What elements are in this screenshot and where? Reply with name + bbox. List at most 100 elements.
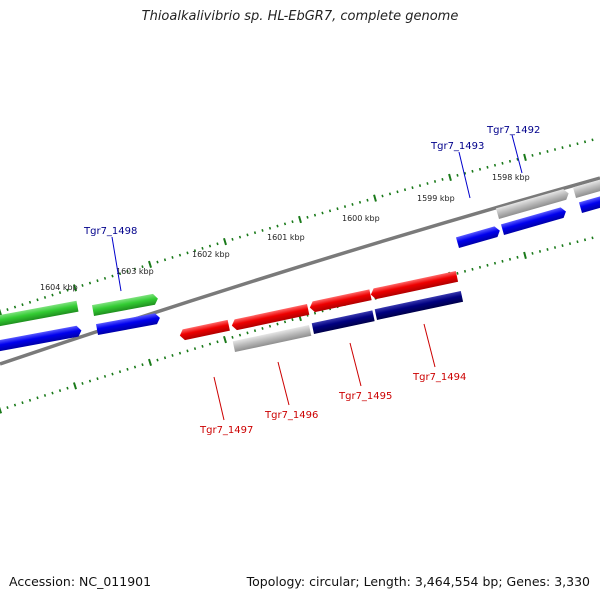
genome-title: Thioalkalivibrio sp. HL-EbGR7, complete … bbox=[141, 9, 459, 24]
gene-label-tgr7-1496[interactable]: Tgr7_1496 bbox=[264, 410, 318, 421]
minor-tick bbox=[103, 276, 107, 280]
feature-red-1495[interactable] bbox=[309, 289, 372, 313]
minor-tick bbox=[268, 226, 272, 230]
minor-tick bbox=[553, 246, 557, 249]
minor-tick bbox=[133, 365, 137, 369]
minor-tick bbox=[456, 173, 459, 177]
minor-tick bbox=[261, 327, 264, 330]
major-tick bbox=[0, 406, 3, 414]
minor-tick bbox=[118, 272, 122, 276]
gene-label-tgr7-1492[interactable]: Tgr7_1492 bbox=[486, 125, 540, 136]
minor-tick bbox=[156, 358, 159, 362]
minor-tick bbox=[156, 260, 159, 264]
gene-label-tgr7-1498[interactable]: Tgr7_1498 bbox=[83, 226, 137, 237]
major-tick bbox=[298, 215, 302, 224]
feature-grey-3[interactable] bbox=[232, 325, 312, 352]
minor-tick bbox=[516, 255, 519, 259]
minor-tick bbox=[216, 340, 219, 344]
minor-tick bbox=[568, 144, 572, 148]
minor-tick bbox=[538, 152, 542, 155]
minor-tick bbox=[576, 240, 579, 244]
minor-tick bbox=[201, 344, 204, 348]
gene-label-tgr7-1495[interactable]: Tgr7_1495 bbox=[338, 391, 392, 402]
minor-tick bbox=[88, 379, 92, 383]
minor-tick bbox=[43, 295, 47, 299]
minor-tick bbox=[28, 398, 32, 402]
major-tick bbox=[148, 260, 152, 269]
major-tick bbox=[223, 237, 227, 246]
minor-tick bbox=[111, 274, 114, 278]
feature-blue-2[interactable] bbox=[95, 313, 161, 335]
minor-tick bbox=[351, 203, 354, 206]
minor-tick bbox=[321, 211, 324, 215]
minor-tick bbox=[501, 259, 504, 263]
minor-tick bbox=[216, 242, 219, 246]
minor-tick bbox=[58, 291, 62, 295]
minor-tick bbox=[493, 261, 497, 265]
minor-tick bbox=[358, 200, 362, 204]
minor-tick bbox=[433, 180, 437, 183]
minor-tick bbox=[66, 288, 69, 292]
feature-blue-4[interactable] bbox=[500, 206, 567, 235]
feature-green-2[interactable] bbox=[91, 293, 159, 316]
feature-red-1494[interactable] bbox=[370, 270, 459, 300]
minor-tick bbox=[531, 153, 534, 157]
minor-tick bbox=[313, 311, 317, 315]
minor-tick bbox=[193, 347, 197, 351]
minor-tick bbox=[6, 308, 9, 311]
minor-tick bbox=[246, 233, 249, 237]
feature-blue-3[interactable] bbox=[455, 225, 501, 248]
minor-tick bbox=[471, 169, 474, 173]
feature-grey-2[interactable] bbox=[572, 176, 600, 198]
minor-tick bbox=[366, 198, 369, 202]
minor-tick bbox=[141, 363, 144, 367]
minor-tick bbox=[478, 265, 482, 269]
minor-tick bbox=[336, 207, 339, 211]
leader-line bbox=[458, 151, 471, 199]
gene-label-tgr7-1494[interactable]: Tgr7_1494 bbox=[412, 372, 466, 383]
feature-blue-1[interactable] bbox=[0, 325, 82, 353]
feature-grey-1[interactable] bbox=[495, 188, 570, 219]
minor-tick bbox=[208, 342, 212, 346]
minor-tick bbox=[66, 386, 69, 390]
gene-label-tgr7-1497[interactable]: Tgr7_1497 bbox=[199, 425, 253, 436]
minor-tick bbox=[486, 263, 489, 267]
ruler-label: 1598 kbp bbox=[492, 173, 530, 182]
ruler-label: 1602 kbp bbox=[192, 250, 230, 259]
minor-tick bbox=[276, 224, 279, 228]
major-tick bbox=[373, 194, 377, 202]
minor-tick bbox=[231, 335, 234, 339]
minor-tick bbox=[403, 188, 407, 192]
minor-tick bbox=[306, 215, 309, 219]
minor-tick bbox=[486, 165, 489, 169]
inner-tick-ruler bbox=[0, 236, 594, 414]
minor-tick bbox=[591, 236, 594, 240]
minor-tick bbox=[463, 171, 467, 175]
minor-tick bbox=[561, 146, 564, 149]
minor-tick bbox=[516, 157, 519, 161]
minor-tick bbox=[411, 186, 414, 190]
feature-navy-2[interactable] bbox=[374, 290, 464, 320]
feature-red-1496[interactable] bbox=[231, 304, 310, 331]
minor-tick bbox=[546, 150, 549, 153]
major-tick bbox=[72, 284, 78, 292]
minor-tick bbox=[568, 242, 572, 246]
feature-navy-1[interactable] bbox=[311, 310, 375, 334]
gene-label-tgr7-1493[interactable]: Tgr7_1493 bbox=[430, 141, 484, 152]
minor-tick bbox=[553, 148, 557, 151]
feature-blue-5[interactable] bbox=[578, 194, 600, 213]
minor-tick bbox=[343, 205, 347, 208]
minor-tick bbox=[238, 333, 242, 337]
minor-tick bbox=[186, 349, 189, 353]
minor-tick bbox=[276, 322, 279, 326]
major-tick bbox=[72, 382, 78, 390]
feature-red-1497[interactable] bbox=[179, 319, 230, 341]
ruler-label: 1603 kbp bbox=[116, 267, 154, 276]
genome-info-label: Topology: circular; Length: 3,464,554 bp… bbox=[246, 574, 590, 589]
minor-tick bbox=[463, 269, 467, 273]
minor-tick bbox=[328, 209, 332, 213]
feature-green-1[interactable] bbox=[0, 300, 79, 328]
minor-tick bbox=[471, 267, 474, 271]
minor-tick bbox=[426, 182, 429, 185]
